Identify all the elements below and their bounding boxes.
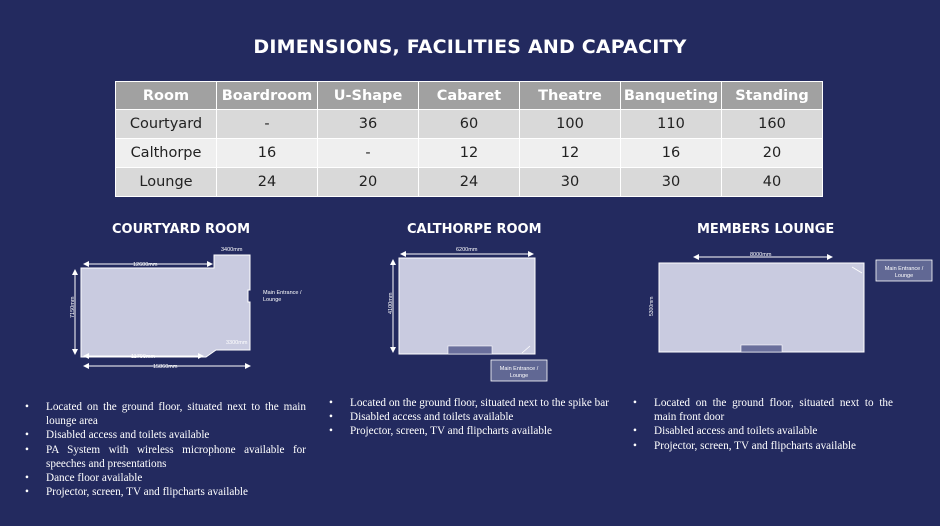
header-u-shape: U-Shape <box>317 81 419 110</box>
lounge-dim-left: 5300mm <box>649 297 655 316</box>
members-lounge-title: MEMBERS LOUNGE <box>697 222 835 237</box>
lounge-entrance-box <box>875 259 933 282</box>
header-cabaret: Cabaret <box>418 81 520 110</box>
calthorpe-floor-plan: 6200mm 4100mm Main Entrance / Lounge <box>388 247 548 382</box>
table-row: Lounge 24 20 24 30 30 40 <box>115 167 823 197</box>
courtyard-room-title: COURTYARD ROOM <box>112 222 251 237</box>
calthorpe-dim-top: 6200mm <box>456 247 478 253</box>
table-cell: 36 <box>317 109 419 139</box>
table-cell: 40 <box>721 167 823 197</box>
courtyard-dim-left: 7150mm <box>70 296 76 318</box>
lounge-stage <box>740 344 783 353</box>
lounge-entrance-label: Main Entrance / Lounge <box>885 266 924 279</box>
table-cell: 16 <box>620 138 722 168</box>
list-item: Located on the ground floor, situated ne… <box>25 400 306 428</box>
courtyard-facilities-list: Located on the ground floor, situated ne… <box>25 400 306 500</box>
page-title: DIMENSIONS, FACILITIES AND CAPACITY <box>253 36 687 58</box>
header-standing: Standing <box>721 81 823 110</box>
lounge-floor-shape <box>658 262 865 353</box>
capacity-table: Room Boardroom U-Shape Cabaret Theatre B… <box>115 81 823 197</box>
list-item: Disabled access and toilets available <box>25 428 306 442</box>
calthorpe-dim-left: 4100mm <box>388 292 394 314</box>
table-cell: 12 <box>418 138 520 168</box>
calthorpe-entrance-label: Main Entrance / Lounge <box>500 366 539 379</box>
table-cell: 160 <box>721 109 823 139</box>
header-boardroom: Boardroom <box>216 81 318 110</box>
table-cell: 16 <box>216 138 318 168</box>
list-item: Disabled access and toilets available <box>329 410 609 424</box>
courtyard-dim-bottom: 11790mm <box>131 354 155 360</box>
floor-plans: 12600mm 3400mm 7150mm 11790mm 3300mm 158… <box>70 247 933 382</box>
list-item: Projector, screen, TV and flipcharts ava… <box>633 439 893 453</box>
table-cell: 110 <box>620 109 722 139</box>
table-cell: Courtyard <box>115 109 217 139</box>
courtyard-floor-plan: 12600mm 3400mm 7150mm 11790mm 3300mm 158… <box>70 247 302 370</box>
courtyard-dim-notch: 3400mm <box>221 247 243 253</box>
list-item: Located on the ground floor, situated ne… <box>329 396 609 410</box>
list-item: Dance floor available <box>25 471 306 485</box>
list-item: Projector, screen, TV and flipcharts ava… <box>329 424 609 438</box>
header-theatre: Theatre <box>519 81 621 110</box>
courtyard-dim-top: 12600mm <box>133 262 158 268</box>
list-item: Projector, screen, TV and flipcharts ava… <box>25 485 306 499</box>
table-cell: 60 <box>418 109 520 139</box>
table-cell: Calthorpe <box>115 138 217 168</box>
courtyard-dim-total: 15860mm <box>153 364 178 370</box>
calthorpe-floor-shape <box>398 257 536 355</box>
list-item: Located on the ground floor, situated ne… <box>633 396 893 424</box>
list-item: PA System with wireless microphone avail… <box>25 443 306 471</box>
table-cell: 20 <box>721 138 823 168</box>
table-cell: 30 <box>519 167 621 197</box>
table-header-row: Room Boardroom U-Shape Cabaret Theatre B… <box>115 81 823 110</box>
calthorpe-room-title: CALTHORPE ROOM <box>407 222 542 237</box>
courtyard-floor-shape <box>80 254 251 358</box>
calthorpe-entrance-box <box>490 359 548 382</box>
list-item: Disabled access and toilets available <box>633 424 893 438</box>
table-cell: 24 <box>216 167 318 197</box>
members-lounge-floor-plan: 8000mm 5300mm Main Entrance / Lounge <box>649 252 933 353</box>
table-cell: 24 <box>418 167 520 197</box>
lounge-dim-top: 8000mm <box>750 252 772 258</box>
table-cell: 12 <box>519 138 621 168</box>
courtyard-entrance-label: Main Entrance / Lounge <box>263 290 302 303</box>
table-cell: Lounge <box>115 167 217 197</box>
table-cell: - <box>216 109 318 139</box>
table-row: Calthorpe 16 - 12 12 16 20 <box>115 138 823 168</box>
calthorpe-stage <box>447 345 493 355</box>
calthorpe-facilities-list: Located on the ground floor, situated ne… <box>329 396 609 439</box>
courtyard-dim-corner: 3300mm <box>226 340 248 346</box>
table-cell: 30 <box>620 167 722 197</box>
table-cell: 20 <box>317 167 419 197</box>
lounge-facilities-list: Located on the ground floor, situated ne… <box>633 396 893 453</box>
